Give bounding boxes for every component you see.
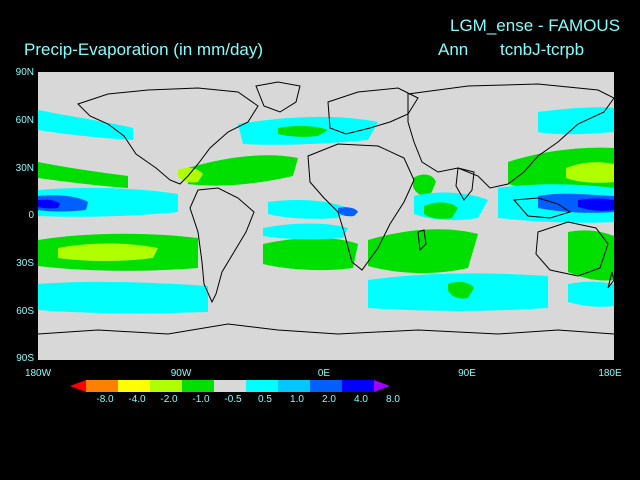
subtitle-runs: tcnbJ-tcrpb (500, 40, 585, 59)
colorbar-label-3: -1.0 (192, 394, 210, 405)
sh-atlantic-green (263, 238, 358, 271)
colorbar-label-5: 0.5 (258, 394, 272, 405)
colorbar-swatch-1 (86, 380, 118, 392)
colorbar-swatch-5 (214, 380, 246, 392)
caribbean-light-green (178, 167, 203, 183)
colorbar (70, 380, 390, 392)
colorbar-label-6: 1.0 (290, 394, 304, 405)
antarctica-coast (38, 323, 614, 335)
new-zealand-coast (607, 271, 614, 289)
precip-evap-map (38, 72, 614, 360)
india-coast (455, 167, 475, 201)
colorbar-swatch-4 (182, 380, 214, 392)
nh-pacific-green-band (38, 162, 128, 188)
sh-australia-green (568, 230, 614, 281)
colorbar-swatch-8 (310, 380, 342, 392)
colorbar-swatch-0 (70, 380, 86, 392)
nh-atlantic-green-patch (188, 155, 298, 186)
colorbar-label-4: -0.5 (224, 394, 242, 405)
north-america-coast (77, 87, 259, 185)
eq-atlantic-blue (338, 207, 358, 217)
lon-label-0e: 0E (317, 368, 331, 379)
nh-pacific-east-cyan (538, 107, 614, 135)
colorbar-label-2: -2.0 (160, 394, 178, 405)
colorbar-swatch-9 (342, 380, 374, 392)
colorbar-swatch-2 (118, 380, 150, 392)
subtitle-season: Ann (438, 40, 469, 59)
title-variable: Precip-Evaporation (in mm/day) (24, 40, 264, 59)
lat-label-90s: 90S (16, 353, 34, 364)
colorbar-label-8: 4.0 (354, 394, 368, 405)
lat-label-90n: 90N (15, 67, 34, 78)
lat-label-0: 0 (28, 210, 34, 221)
sh-indian-green (368, 229, 478, 274)
australia-coast (535, 221, 609, 277)
maritime-continent (512, 197, 572, 219)
africa-coast (307, 143, 415, 271)
eq-indian-green (424, 202, 458, 219)
greenland-coast (255, 81, 301, 113)
sh-storm-track-pacific (38, 281, 208, 314)
eq-atlantic-cyan (268, 200, 348, 219)
colorbar-label-1: -4.0 (128, 394, 146, 405)
lat-label-30s: 30S (16, 258, 34, 269)
south-america-coast (189, 187, 255, 304)
eq-maritime-darkblue (578, 198, 614, 211)
sh-storm-track-east (568, 281, 614, 307)
colorbar-swatch-3 (150, 380, 182, 392)
asia-coast (407, 83, 614, 189)
europe-coast (327, 87, 419, 135)
coastlines (38, 81, 614, 335)
lon-label-90e: 90E (458, 368, 476, 379)
lon-label-90w: 90W (170, 368, 192, 379)
madagascar-coast (417, 229, 427, 252)
lon-label-180e: 180E (598, 368, 622, 379)
lat-label-60s: 60S (16, 306, 34, 317)
lat-label-30n: 30N (15, 163, 34, 174)
indian-green-patch (413, 174, 436, 197)
west-pacific-light-green (566, 162, 614, 183)
lat-label-60n: 60N (15, 115, 34, 126)
sh-atlantic-cyan (263, 223, 348, 240)
lon-label-180w: 180W (24, 368, 52, 379)
nh-atlantic-green-band (278, 125, 328, 137)
colorbar-swatch-6 (246, 380, 278, 392)
eq-pacific-darkblue (38, 199, 60, 209)
colorbar-swatch-10 (374, 380, 390, 392)
sh-pacific-lightgreen (58, 243, 158, 261)
colorbar-swatch-7 (278, 380, 310, 392)
title-experiment: LGM_ense - FAMOUS (450, 16, 621, 35)
colorbar-label-0: -8.0 (96, 394, 114, 405)
sh-storm-track-green (448, 281, 474, 299)
colorbar-label-7: 2.0 (322, 394, 336, 405)
colorbar-label-9: 8.0 (386, 394, 400, 405)
nh-pacific-cyan-band (38, 110, 133, 140)
